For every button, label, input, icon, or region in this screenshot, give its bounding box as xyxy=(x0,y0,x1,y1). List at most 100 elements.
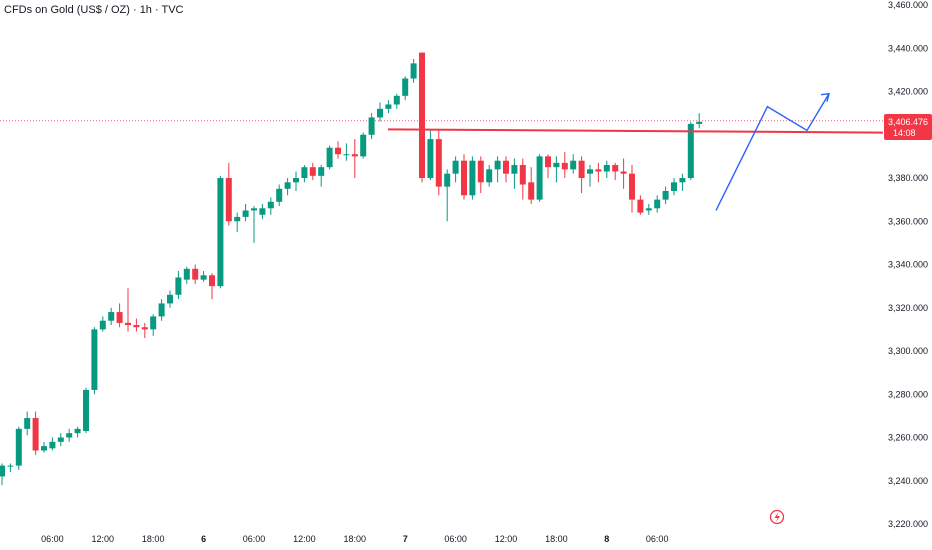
candle[interactable] xyxy=(183,266,190,284)
candle[interactable] xyxy=(251,206,257,243)
x-tick-label: 18:00 xyxy=(545,534,568,544)
candle[interactable] xyxy=(259,203,266,220)
candle[interactable] xyxy=(511,158,518,189)
candle[interactable] xyxy=(57,433,64,447)
candle[interactable] xyxy=(74,426,81,438)
candle[interactable] xyxy=(696,113,703,129)
candle[interactable] xyxy=(284,178,291,196)
candle[interactable] xyxy=(32,411,39,455)
candle-body xyxy=(225,178,232,222)
candle[interactable] xyxy=(587,165,593,187)
candle[interactable] xyxy=(620,158,627,189)
candle-body xyxy=(410,63,417,79)
candle[interactable] xyxy=(200,270,207,282)
candle[interactable] xyxy=(385,100,392,114)
price-badge-countdown: 14:08 xyxy=(893,128,916,138)
candle-body xyxy=(242,210,249,217)
candle[interactable] xyxy=(217,175,224,289)
candle[interactable] xyxy=(603,160,610,178)
candle[interactable] xyxy=(0,463,5,486)
candle[interactable] xyxy=(133,318,140,332)
x-tick-label: 7 xyxy=(403,534,408,544)
candle[interactable] xyxy=(49,437,56,451)
candle[interactable] xyxy=(301,165,308,183)
time-axis[interactable]: 06:00 12:00 18:00 6 06:00 12:00 18:00 7 06:00 12:… xyxy=(41,534,668,544)
candle-body xyxy=(293,178,299,183)
candle[interactable] xyxy=(427,130,434,181)
candle[interactable] xyxy=(637,195,644,215)
candle[interactable] xyxy=(167,290,173,308)
candle[interactable] xyxy=(175,270,182,300)
candle[interactable] xyxy=(116,303,123,328)
candle[interactable] xyxy=(645,203,652,215)
candle-body xyxy=(200,275,207,280)
candle[interactable] xyxy=(192,264,199,284)
candle[interactable] xyxy=(612,162,619,181)
candle[interactable] xyxy=(444,169,451,222)
candle[interactable] xyxy=(15,426,22,470)
candle[interactable] xyxy=(24,411,31,436)
candle[interactable] xyxy=(486,165,493,187)
candle[interactable] xyxy=(477,156,484,194)
x-tick-label: 06:00 xyxy=(41,534,64,544)
candle[interactable] xyxy=(410,59,417,83)
candle[interactable] xyxy=(536,154,543,202)
candle[interactable] xyxy=(83,387,89,434)
candle[interactable] xyxy=(629,165,635,213)
candle[interactable] xyxy=(7,463,14,473)
candle[interactable] xyxy=(293,171,299,191)
tradingview-logo[interactable] xyxy=(769,509,785,525)
candle-body xyxy=(301,167,308,178)
candle[interactable] xyxy=(335,141,341,159)
candle[interactable] xyxy=(561,152,568,178)
candle[interactable] xyxy=(351,139,358,178)
candle[interactable] xyxy=(419,52,425,183)
candle[interactable] xyxy=(528,167,535,204)
candle[interactable] xyxy=(66,428,73,442)
candle[interactable] xyxy=(326,145,333,170)
projection-path[interactable] xyxy=(715,93,830,211)
candle[interactable] xyxy=(553,156,560,183)
candle[interactable] xyxy=(318,165,325,187)
candle[interactable] xyxy=(519,158,526,200)
candle[interactable] xyxy=(242,203,249,222)
candle[interactable] xyxy=(276,184,283,207)
candle[interactable] xyxy=(41,441,47,453)
candle[interactable] xyxy=(267,197,274,215)
candle[interactable] xyxy=(494,156,501,183)
candle[interactable] xyxy=(108,307,115,326)
candle[interactable] xyxy=(570,154,577,174)
candle[interactable] xyxy=(662,186,669,204)
candle[interactable] xyxy=(99,316,106,332)
candle[interactable] xyxy=(368,113,375,140)
candle[interactable] xyxy=(125,288,131,332)
candle[interactable] xyxy=(141,322,148,339)
candle[interactable] xyxy=(209,273,215,300)
candle[interactable] xyxy=(435,130,442,196)
candle[interactable] xyxy=(679,173,686,191)
candle[interactable] xyxy=(393,93,400,109)
resistance-line[interactable] xyxy=(387,128,884,134)
candle[interactable] xyxy=(595,162,602,183)
candle[interactable] xyxy=(225,162,232,226)
candle[interactable] xyxy=(545,154,551,178)
candle[interactable] xyxy=(343,143,350,161)
candle[interactable] xyxy=(158,299,165,321)
candle[interactable] xyxy=(91,327,98,395)
candle[interactable] xyxy=(234,212,241,233)
candle[interactable] xyxy=(452,156,459,183)
candle[interactable] xyxy=(578,156,585,194)
candle[interactable] xyxy=(469,156,476,200)
candle[interactable] xyxy=(377,102,383,122)
candle[interactable] xyxy=(150,314,157,336)
candle[interactable] xyxy=(671,178,677,196)
candle[interactable] xyxy=(461,154,467,200)
price-axis[interactable]: 3,460.0003,440.0003,420.0003,400.0003,38… xyxy=(888,0,928,529)
candle[interactable] xyxy=(503,156,509,183)
y-tick-label: 3,300.000 xyxy=(888,346,928,356)
candle[interactable] xyxy=(654,195,661,213)
candle[interactable] xyxy=(360,132,367,159)
candle[interactable] xyxy=(309,162,316,181)
candle[interactable] xyxy=(402,76,409,101)
